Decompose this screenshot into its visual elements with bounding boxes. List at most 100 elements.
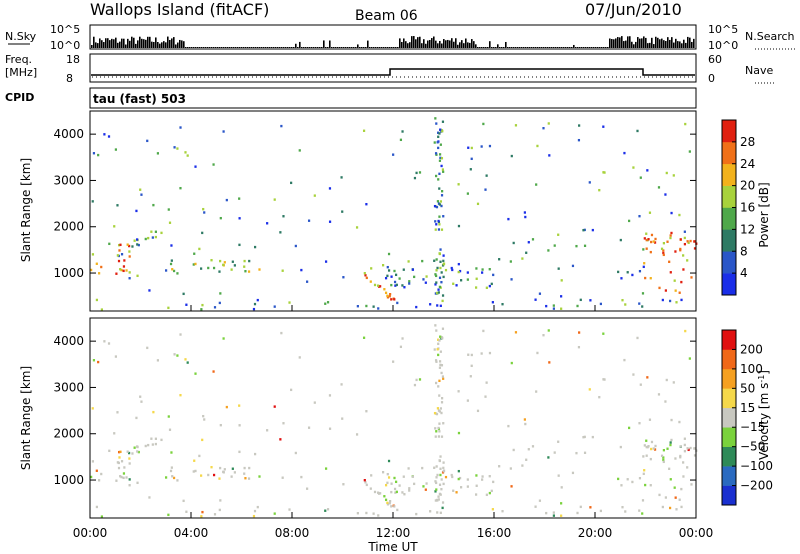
power-cell xyxy=(230,268,233,271)
velocity-colorbar: 200 100 50 15 −15 −50 −100 −200 xyxy=(721,329,773,506)
velocity-cell xyxy=(120,460,124,463)
nsky-bar xyxy=(121,38,123,48)
power-cell xyxy=(678,213,681,217)
nsky-bar xyxy=(111,38,113,48)
power-cell xyxy=(650,240,653,244)
power-cell xyxy=(192,263,195,266)
velocity-cell xyxy=(146,346,149,350)
velocity-cell xyxy=(557,474,560,477)
nsky-bar xyxy=(157,42,159,48)
power-cell xyxy=(225,198,228,202)
power-cell xyxy=(408,280,411,283)
velocity-cell xyxy=(435,498,439,502)
power-cell xyxy=(273,305,276,308)
power-cell xyxy=(154,230,157,233)
velocity-cell xyxy=(408,489,411,492)
power-cell xyxy=(470,146,473,150)
velocity-cell xyxy=(123,466,126,469)
velocity-cell xyxy=(480,352,483,355)
power-cbar-swatch xyxy=(722,163,736,186)
velocity-cell xyxy=(693,454,697,457)
power-cell xyxy=(602,171,605,174)
power-colorbar: 4 8 12 16 20 24 28 xyxy=(721,119,755,296)
power-cell xyxy=(201,303,204,307)
nsky-bar xyxy=(305,47,307,48)
velocity-cell xyxy=(169,469,173,473)
nsky-bar xyxy=(551,47,553,48)
power-cell xyxy=(437,131,440,134)
power-cell xyxy=(122,269,125,273)
velocity-cell xyxy=(252,514,256,518)
power-cell xyxy=(219,216,222,220)
velocity-cell xyxy=(641,499,645,502)
velocity-cell xyxy=(170,466,173,469)
nsky-bar xyxy=(601,47,603,48)
vel-cbar-swatch xyxy=(722,466,736,486)
velocity-cell xyxy=(273,512,276,515)
vel-cbar-swatch xyxy=(722,330,736,350)
freq-label-line2: [MHz] xyxy=(5,66,37,79)
power-cell xyxy=(439,266,442,270)
velocity-cell xyxy=(439,407,443,410)
nsky-bar xyxy=(605,47,607,48)
nsky-bar xyxy=(505,41,507,48)
nsky-bar xyxy=(597,47,599,48)
power-cell xyxy=(176,147,179,150)
velocity-cell xyxy=(669,443,672,447)
nsky-bar xyxy=(561,47,563,48)
power-yticks: 1000 2000 3000 4000 xyxy=(53,127,696,280)
velocity-cell xyxy=(230,475,233,478)
power-cell xyxy=(95,262,98,265)
power-cell xyxy=(678,291,681,294)
cpid-value: tau (fast) 503 xyxy=(93,92,186,106)
power-cell xyxy=(369,280,372,283)
power-cell xyxy=(167,208,170,211)
velocity-cell xyxy=(672,381,675,384)
power-cell xyxy=(632,166,635,169)
nsky-bar xyxy=(359,47,361,48)
nsky-bar xyxy=(109,40,111,48)
nsky-bar xyxy=(673,42,675,48)
power-cell xyxy=(669,234,672,237)
velocity-cell xyxy=(434,359,438,362)
power-cell xyxy=(386,294,389,298)
velocity-cell xyxy=(693,447,696,450)
power-cell xyxy=(164,269,168,272)
power-cell xyxy=(442,215,445,218)
nsky-bar xyxy=(107,38,109,48)
velocity-cell xyxy=(97,360,100,364)
nsky-bar xyxy=(303,47,305,48)
nsky-bar xyxy=(459,42,461,48)
nsky-bar xyxy=(515,47,517,48)
velocity-cell xyxy=(682,475,685,478)
velocity-cell xyxy=(115,479,118,482)
power-cell xyxy=(298,149,301,152)
nsky-bar xyxy=(185,47,187,48)
nsky-bar xyxy=(617,37,619,48)
power-cell xyxy=(553,244,556,247)
power-cell xyxy=(560,295,563,298)
nsky-bar xyxy=(269,47,271,48)
velocity-cell xyxy=(475,493,478,496)
velocity-cell xyxy=(438,366,442,369)
power-cell xyxy=(441,190,444,193)
nsky-bar xyxy=(635,41,637,48)
velocity-cell xyxy=(402,475,405,478)
velocity-cell xyxy=(619,445,622,449)
nsky-bar xyxy=(255,47,257,48)
power-cell xyxy=(122,265,126,268)
velocity-cell xyxy=(680,505,683,509)
nsky-bar xyxy=(153,41,155,48)
velocity-cell xyxy=(545,511,548,515)
power-cell xyxy=(294,244,297,248)
velocity-cell xyxy=(95,505,99,509)
velocity-cell xyxy=(386,501,389,505)
power-cell xyxy=(560,307,563,310)
velocity-cell xyxy=(364,481,367,484)
power-cell xyxy=(599,302,602,306)
nsky-bar xyxy=(281,47,283,48)
power-cell xyxy=(324,302,327,305)
nsky-bar xyxy=(141,38,143,48)
power-cell xyxy=(418,171,422,174)
velocity-cell xyxy=(588,388,591,391)
